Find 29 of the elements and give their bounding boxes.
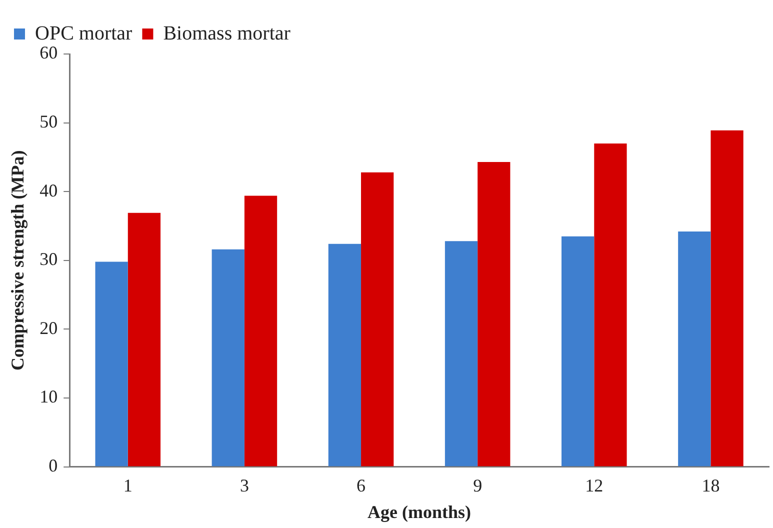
y-tick-label: 10: [40, 386, 58, 407]
x-tick-label: 9: [473, 475, 482, 496]
bar: [444, 241, 478, 466]
legend-label: OPC mortar: [35, 22, 133, 44]
y-tick-label: 50: [40, 112, 58, 132]
bar: [710, 130, 744, 466]
bar: [562, 236, 594, 466]
bar: [594, 143, 627, 466]
bar: [328, 244, 362, 466]
bar: [361, 172, 394, 466]
x-axis-title: Age (months): [368, 502, 472, 522]
x-tick-label: 1: [123, 475, 132, 496]
y-tick-label: 30: [40, 249, 58, 270]
x-tick-label: 18: [702, 475, 720, 496]
bar: [244, 196, 278, 466]
x-tick-label: 6: [356, 475, 366, 496]
bar: [128, 212, 161, 466]
y-tick-label: 0: [48, 456, 58, 476]
y-axis-title: Compressive strength (MPa): [7, 150, 28, 371]
legend-label: Biomass mortar: [163, 22, 291, 44]
x-tick-label: 12: [585, 475, 604, 496]
bar: [478, 162, 510, 466]
y-tick-label: 40: [40, 180, 58, 200]
bar: [678, 232, 711, 466]
x-tick-label: 3: [240, 475, 249, 496]
y-tick-label: 20: [40, 318, 58, 338]
bar: [212, 249, 244, 466]
y-tick-label: 60: [40, 42, 58, 63]
bar: [95, 262, 128, 466]
